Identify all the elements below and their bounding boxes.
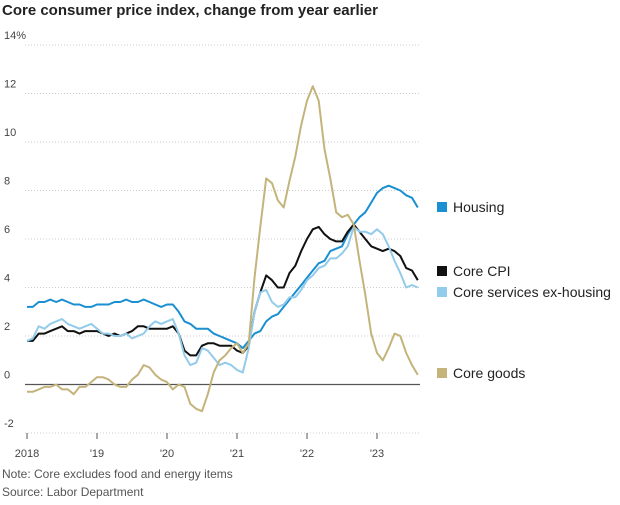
legend-label: Core CPI — [453, 263, 511, 279]
legend-swatch — [437, 368, 447, 378]
x-tick-label: '21 — [230, 448, 244, 460]
y-tick-label: 4 — [4, 273, 10, 285]
y-tick-label: 0 — [4, 370, 10, 382]
legend-swatch — [437, 202, 447, 212]
legend-swatch — [437, 287, 447, 297]
series-line — [27, 223, 419, 357]
source: Source: Labor Department — [2, 485, 144, 499]
chart-title: Core consumer price index, change from y… — [2, 2, 378, 19]
y-tick-label: 14% — [4, 30, 26, 42]
series-line — [27, 85, 419, 413]
y-tick-label: 8 — [4, 176, 10, 188]
y-tick-label: 10 — [4, 127, 16, 139]
note: Note: Core excludes food and energy item… — [2, 467, 233, 481]
y-tick-label: 2 — [4, 321, 10, 333]
y-tick-label: 6 — [4, 224, 10, 236]
legend-label: Core goods — [453, 365, 525, 381]
y-tick-label: 12 — [4, 79, 16, 91]
x-tick-label: '22 — [300, 448, 314, 460]
series-line — [27, 184, 419, 350]
series-line — [26, 225, 419, 374]
x-tick-label: 2018 — [15, 448, 39, 460]
legend-label: Core services ex-housing — [453, 284, 611, 300]
x-tick-label: '23 — [370, 448, 384, 460]
legend-swatch — [437, 266, 447, 276]
legend-label: Housing — [453, 199, 504, 215]
x-tick-label: '19 — [90, 448, 104, 460]
x-tick-label: '20 — [160, 448, 174, 460]
y-tick-label: -2 — [4, 418, 14, 430]
